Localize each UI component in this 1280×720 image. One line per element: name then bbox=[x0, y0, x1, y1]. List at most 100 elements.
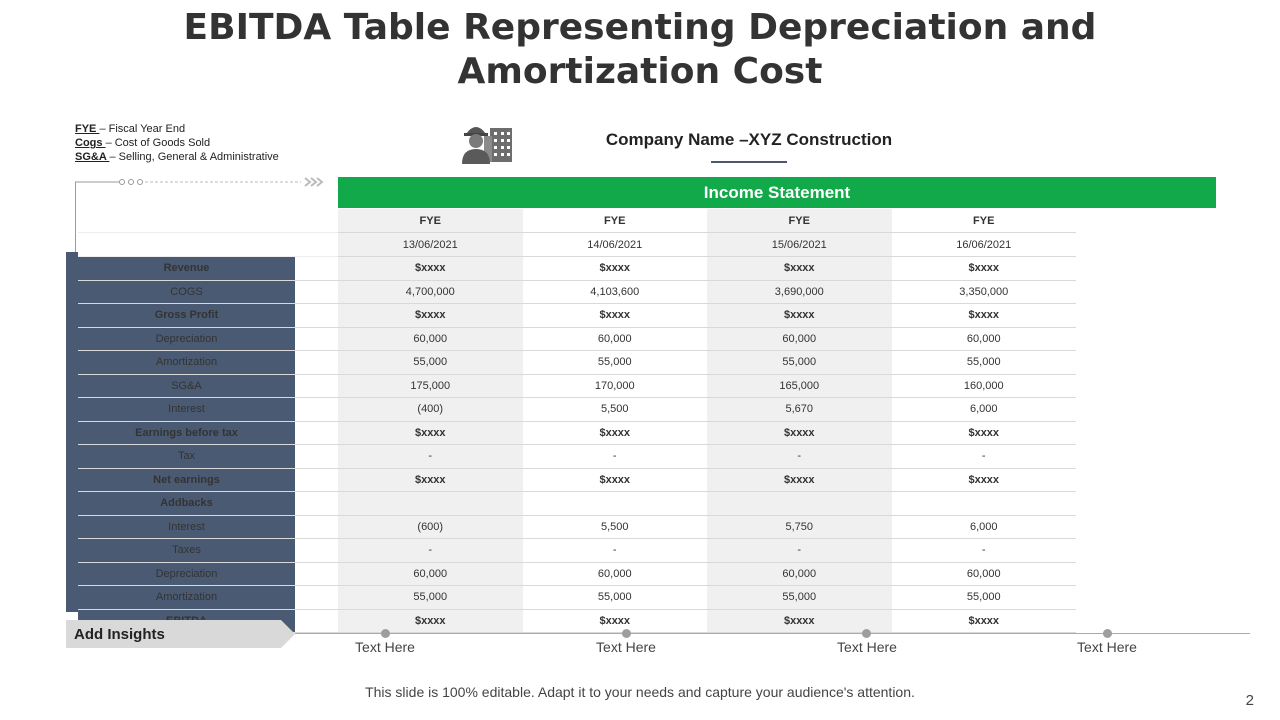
table-cell: 5,670 bbox=[707, 397, 892, 422]
date-header-row: 13/06/2021 14/06/2021 15/06/2021 16/06/2021 bbox=[78, 232, 1076, 257]
table-cell: 55,000 bbox=[522, 585, 707, 610]
header-spacer bbox=[78, 209, 295, 233]
slide-title: EBITDA Table Representing Depreciation a… bbox=[183, 7, 1097, 92]
insights-timeline bbox=[295, 633, 1250, 634]
row-gap bbox=[295, 327, 338, 351]
table-cell: 55,000 bbox=[522, 350, 707, 375]
row-gap bbox=[295, 444, 338, 469]
row-label: Net earnings bbox=[78, 468, 295, 492]
chevron-arrows-icon bbox=[304, 177, 324, 187]
table-cell: $xxxx bbox=[338, 468, 523, 492]
page-number: 2 bbox=[1245, 692, 1254, 709]
insight-text[interactable]: Text Here bbox=[1077, 639, 1137, 655]
row-label: Addbacks bbox=[78, 491, 295, 516]
table-cell: $xxxx bbox=[522, 256, 707, 281]
insight-text[interactable]: Text Here bbox=[596, 639, 656, 655]
table-cell: $xxxx bbox=[707, 303, 892, 328]
table-cell: (400) bbox=[338, 397, 523, 422]
table-row: Amortization 55,000 55,000 55,000 55,000 bbox=[78, 585, 1076, 610]
legend-item: SG&A – Selling, General & Administrative bbox=[75, 150, 279, 164]
table-cell: 175,000 bbox=[338, 374, 523, 398]
table-cell: 4,700,000 bbox=[338, 280, 523, 304]
table-cell: 5,750 bbox=[707, 515, 892, 539]
table-cell: $xxxx bbox=[522, 421, 707, 445]
fye-header-row: FYE FYE FYE FYE bbox=[78, 209, 1076, 233]
legend-connector-line bbox=[75, 182, 76, 252]
row-label: Interest bbox=[78, 515, 295, 539]
fye-header-cell: FYE bbox=[338, 209, 523, 233]
row-label: Interest bbox=[78, 397, 295, 422]
timeline-dot bbox=[622, 629, 631, 638]
date-header-cell: 13/06/2021 bbox=[338, 232, 523, 257]
row-gap bbox=[295, 538, 338, 563]
table-cell bbox=[891, 491, 1076, 516]
table-row: Amortization 55,000 55,000 55,000 55,000 bbox=[78, 350, 1076, 375]
table-cell: 6,000 bbox=[891, 515, 1076, 539]
table-cell: $xxxx bbox=[891, 256, 1076, 281]
table-cell: - bbox=[338, 444, 523, 469]
table-cell: 165,000 bbox=[707, 374, 892, 398]
row-gap bbox=[295, 609, 338, 633]
table-cell: 60,000 bbox=[522, 562, 707, 586]
table-cell: $xxxx bbox=[522, 609, 707, 633]
insight-text[interactable]: Text Here bbox=[837, 639, 897, 655]
company-underline bbox=[711, 161, 787, 163]
table-cell: 5,500 bbox=[522, 515, 707, 539]
date-header-cell: 15/06/2021 bbox=[707, 232, 892, 257]
table-row: Depreciation 60,000 60,000 60,000 60,000 bbox=[78, 562, 1076, 586]
table-cell: - bbox=[522, 538, 707, 563]
date-header-cell: 14/06/2021 bbox=[522, 232, 707, 257]
construction-worker-building-icon bbox=[462, 127, 512, 164]
table-cell: 60,000 bbox=[522, 327, 707, 351]
table-cell: - bbox=[707, 444, 892, 469]
table-cell: - bbox=[522, 444, 707, 469]
table-cell: - bbox=[707, 538, 892, 563]
legend-text: – Fiscal Year End bbox=[99, 123, 186, 135]
table-row: COGS 4,700,000 4,103,600 3,690,000 3,350,000 bbox=[78, 280, 1076, 304]
table-cell: $xxxx bbox=[338, 303, 523, 328]
table-cell bbox=[338, 491, 523, 516]
insight-text[interactable]: Text Here bbox=[355, 639, 415, 655]
table-cell: $xxxx bbox=[891, 468, 1076, 492]
row-gap bbox=[295, 421, 338, 445]
table-cell: 3,690,000 bbox=[707, 280, 892, 304]
decorative-dotted-line bbox=[75, 177, 324, 187]
legend-abbr: Cogs bbox=[75, 137, 106, 149]
table-row: Depreciation 60,000 60,000 60,000 60,000 bbox=[78, 327, 1076, 351]
table-cell: 60,000 bbox=[338, 562, 523, 586]
table-row: Taxes - - - - bbox=[78, 538, 1076, 563]
fye-header-cell: FYE bbox=[707, 209, 892, 233]
table-cell: $xxxx bbox=[338, 421, 523, 445]
table-cell: 60,000 bbox=[891, 327, 1076, 351]
label-side-bar bbox=[66, 252, 78, 612]
table-cell: $xxxx bbox=[707, 256, 892, 281]
table-row: Net earnings $xxxx $xxxx $xxxx $xxxx bbox=[78, 468, 1076, 492]
row-label: Revenue bbox=[78, 256, 295, 281]
table-row: Addbacks bbox=[78, 491, 1076, 516]
table-cell: $xxxx bbox=[522, 468, 707, 492]
header-spacer bbox=[295, 209, 338, 233]
footer-note: This slide is 100% editable. Adapt it to… bbox=[365, 684, 915, 700]
row-label: Amortization bbox=[78, 350, 295, 375]
legend-item: Cogs – Cost of Goods Sold bbox=[75, 136, 279, 150]
table-cell: - bbox=[338, 538, 523, 563]
legend-item: FYE – Fiscal Year End bbox=[75, 122, 279, 136]
row-label: Amortization bbox=[78, 585, 295, 610]
table-row: SG&A 175,000 170,000 165,000 160,000 bbox=[78, 374, 1076, 398]
row-gap bbox=[295, 303, 338, 328]
timeline-dot bbox=[1103, 629, 1112, 638]
timeline-dot bbox=[862, 629, 871, 638]
legend-text: – Cost of Goods Sold bbox=[105, 137, 211, 149]
add-insights-banner bbox=[66, 620, 295, 648]
table-cell: 60,000 bbox=[707, 327, 892, 351]
table-cell bbox=[707, 491, 892, 516]
table-cell: $xxxx bbox=[707, 609, 892, 633]
table-cell: 55,000 bbox=[338, 585, 523, 610]
legend-abbr: SG&A bbox=[75, 151, 110, 163]
table-cell: 60,000 bbox=[891, 562, 1076, 586]
row-gap bbox=[295, 562, 338, 586]
legend-text: – Selling, General & Administrative bbox=[109, 151, 279, 163]
fye-header-cell: FYE bbox=[891, 209, 1076, 233]
add-insights-label: Add Insights bbox=[74, 626, 165, 643]
table-cell: $xxxx bbox=[707, 421, 892, 445]
